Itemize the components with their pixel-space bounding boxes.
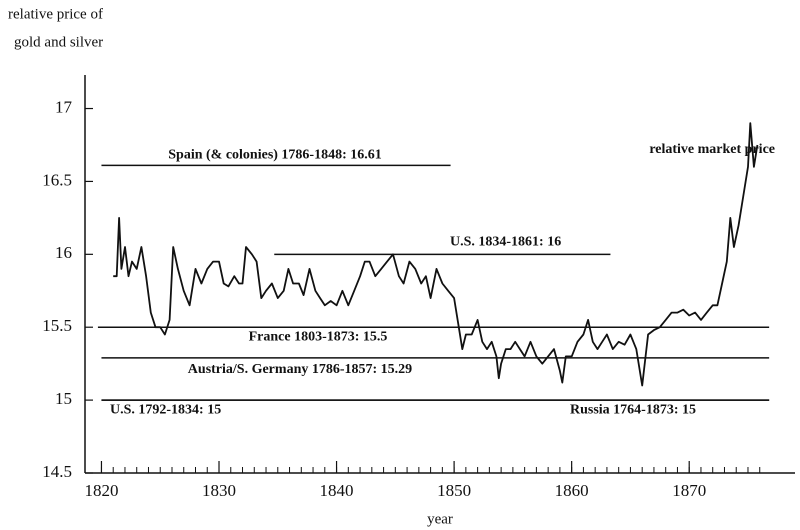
reference-label: U.S. 1834-1861: 16 xyxy=(450,235,561,250)
reference-label: Austria/S. Germany 1786-1857: 15.29 xyxy=(188,362,412,377)
y-tick-label: 16.5 xyxy=(42,170,72,189)
y-tick-label: 14.5 xyxy=(42,462,72,481)
x-tick-label: 1820 xyxy=(84,481,118,500)
reference-label: U.S. 1792-1834: 15 xyxy=(110,402,221,417)
series-label: relative market price xyxy=(649,142,775,157)
y-axis-label: relative price of xyxy=(8,6,103,22)
y-tick-label: 16 xyxy=(55,243,72,262)
x-tick-label: 1870 xyxy=(672,481,706,500)
market-price-line xyxy=(113,122,759,387)
x-axis-label: year xyxy=(427,511,453,527)
x-tick-label: 1860 xyxy=(555,481,589,500)
y-tick-label: 15.5 xyxy=(42,316,72,335)
y-axis-label: gold and silver xyxy=(14,34,103,50)
y-tick-label: 15 xyxy=(55,389,72,408)
x-tick-label: 1840 xyxy=(320,481,354,500)
y-tick-label: 17 xyxy=(55,97,73,116)
x-tick-label: 1850 xyxy=(437,481,471,500)
reference-label: Spain (& colonies) 1786-1848: 16.61 xyxy=(168,148,382,163)
reference-label: France 1803-1873: 15.5 xyxy=(249,329,388,344)
reference-label: Russia 1764-1873: 15 xyxy=(570,402,696,417)
x-tick-label: 1830 xyxy=(202,481,236,500)
